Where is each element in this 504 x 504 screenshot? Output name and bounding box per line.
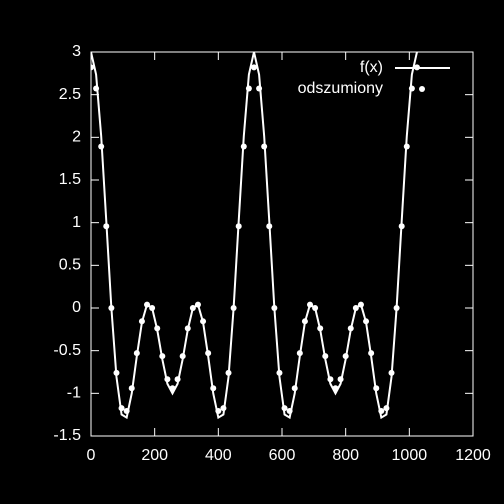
data-point — [357, 301, 364, 308]
data-point — [184, 325, 191, 332]
data-point — [118, 405, 125, 412]
y-tick-label: 3 — [72, 43, 81, 60]
data-point — [322, 353, 329, 360]
data-point — [159, 353, 166, 360]
plot-border — [90, 51, 474, 437]
data-point — [220, 405, 227, 412]
data-point — [347, 325, 354, 332]
data-point — [286, 407, 293, 414]
data-point — [240, 143, 247, 150]
data-point — [215, 407, 222, 414]
data-point — [337, 376, 344, 383]
data-point — [189, 305, 196, 311]
data-point — [408, 85, 415, 92]
x-tick-label: 400 — [205, 447, 232, 464]
data-point — [363, 318, 370, 325]
data-point — [128, 385, 135, 392]
data-point — [91, 64, 94, 71]
x-tick-label: 600 — [269, 447, 296, 464]
x-tick-label: 0 — [87, 447, 96, 464]
data-point — [133, 350, 140, 357]
data-point — [352, 305, 359, 311]
data-point — [194, 301, 201, 308]
data-point — [174, 376, 181, 383]
data-point — [235, 223, 242, 230]
data-point — [378, 407, 385, 414]
y-tick-label: 1 — [72, 214, 81, 231]
x-tick-label: 200 — [141, 447, 168, 464]
x-tick-label: 1000 — [392, 447, 428, 464]
data-point — [113, 369, 120, 376]
data-point — [393, 305, 400, 311]
y-tick-label: -1 — [67, 385, 81, 402]
data-point — [154, 325, 161, 332]
data-point — [373, 385, 380, 392]
data-point — [301, 318, 308, 325]
data-point — [169, 385, 176, 392]
data-point — [296, 350, 303, 357]
y-tick-label: 2.5 — [59, 86, 81, 103]
data-point — [103, 223, 110, 230]
data-point — [144, 301, 151, 308]
legend-swatch — [419, 86, 425, 92]
data-point — [291, 385, 298, 392]
y-tick-label: -0.5 — [53, 342, 81, 359]
y-tick-label: -1.5 — [53, 427, 81, 444]
x-tick-label: 800 — [332, 447, 359, 464]
data-point — [98, 143, 105, 150]
data-point — [149, 305, 156, 311]
legend-label: f(x) — [360, 59, 383, 76]
data-point — [398, 223, 405, 230]
data-point — [276, 369, 283, 376]
legend-label: odszumiony — [298, 80, 383, 97]
data-point — [307, 301, 314, 308]
data-point — [403, 143, 410, 150]
data-point — [250, 64, 257, 71]
data-point — [332, 385, 339, 392]
data-point — [383, 405, 390, 412]
data-point — [317, 325, 324, 332]
plot-area — [91, 52, 420, 420]
data-point — [205, 350, 212, 357]
data-point — [266, 223, 273, 230]
data-point — [368, 350, 375, 357]
data-point — [271, 305, 278, 311]
y-tick-label: 2 — [72, 129, 81, 146]
data-point — [256, 85, 263, 92]
data-point — [281, 405, 288, 412]
data-line — [91, 52, 418, 420]
data-point — [138, 318, 145, 325]
data-point — [108, 305, 115, 311]
data-point — [93, 85, 100, 92]
data-point — [200, 318, 207, 325]
data-point — [179, 353, 186, 360]
y-tick-label: 0 — [72, 299, 81, 316]
x-tick-label: 1200 — [455, 447, 491, 464]
data-point — [225, 369, 232, 376]
data-point — [230, 305, 237, 311]
data-point — [245, 85, 252, 92]
data-point — [210, 385, 217, 392]
data-point — [123, 407, 130, 414]
y-tick-label: 0.5 — [59, 257, 81, 274]
data-point — [312, 305, 319, 311]
y-tick-label: 1.5 — [59, 171, 81, 188]
data-point — [342, 353, 349, 360]
data-point — [327, 376, 334, 383]
data-point — [388, 369, 395, 376]
data-point — [164, 376, 171, 383]
data-point — [261, 143, 268, 150]
